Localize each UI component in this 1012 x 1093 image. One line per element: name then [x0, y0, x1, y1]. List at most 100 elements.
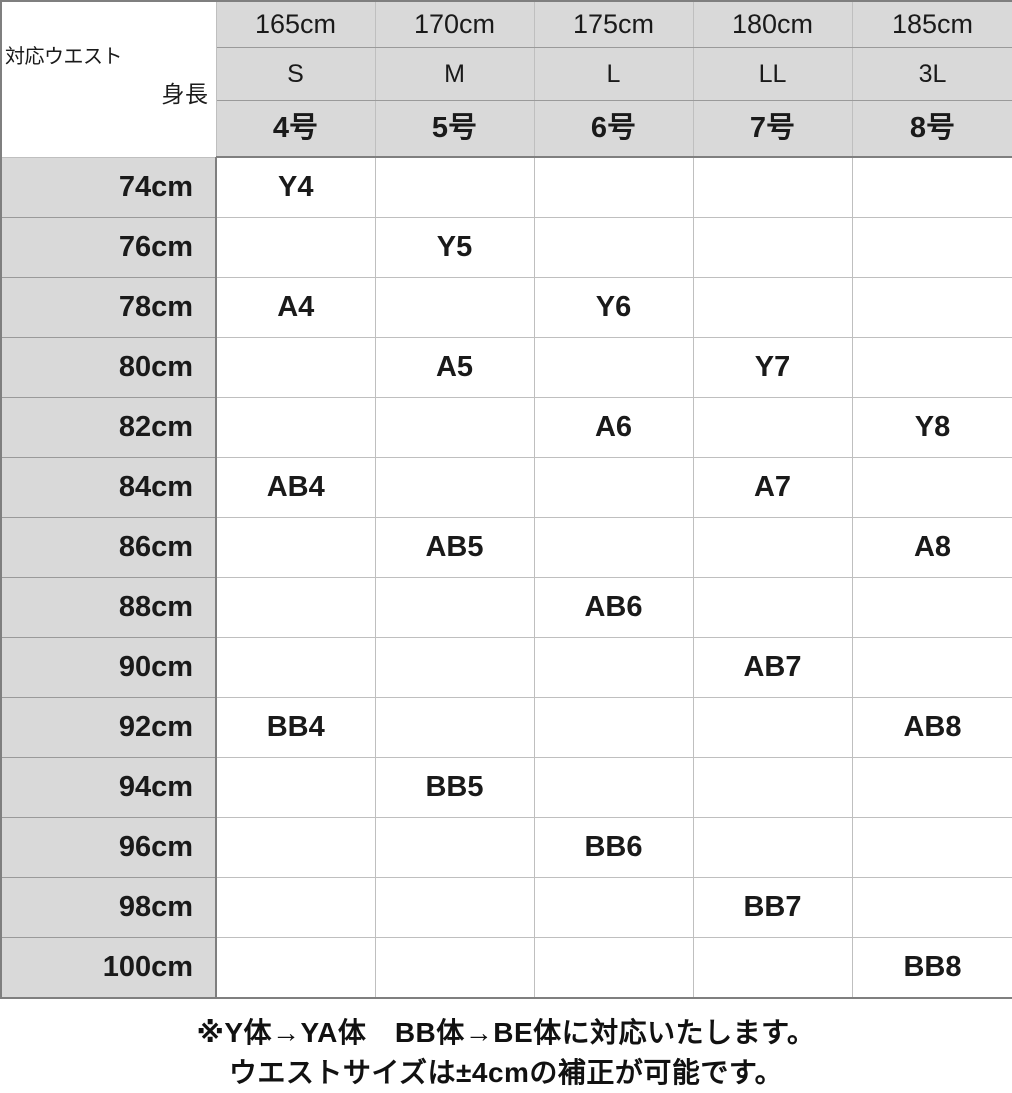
size-cell[interactable] [375, 697, 535, 758]
table-row: 82cm A6 Y8 [1, 397, 1012, 458]
size-cell[interactable] [693, 157, 853, 218]
size-cell[interactable]: A8 [852, 517, 1012, 578]
row-header-waist: 76cm [1, 217, 217, 278]
size-cell[interactable] [375, 877, 535, 938]
size-cell[interactable] [534, 877, 694, 938]
size-cell[interactable] [852, 337, 1012, 398]
row-header-waist: 94cm [1, 757, 217, 818]
row-header-waist: 96cm [1, 817, 217, 878]
size-cell[interactable] [534, 757, 694, 818]
size-cell[interactable]: Y6 [534, 277, 694, 338]
row-header-waist: 78cm [1, 277, 217, 338]
size-cell[interactable]: AB6 [534, 577, 694, 638]
size-cell[interactable] [216, 877, 376, 938]
size-cell[interactable] [534, 217, 694, 278]
size-cell[interactable]: BB7 [693, 877, 853, 938]
size-cell[interactable] [375, 157, 535, 218]
size-cell[interactable] [534, 697, 694, 758]
size-cell[interactable] [375, 937, 535, 999]
row-header-waist: 80cm [1, 337, 217, 398]
size-cell[interactable] [375, 637, 535, 698]
footnotes-block: ※Y体→YA体 BB体→BE体に対応いたします。 ウエストサイズは±4cmの補正… [0, 999, 1012, 1093]
size-cell[interactable] [534, 937, 694, 999]
header-alpha-1: M [375, 47, 535, 101]
size-cell[interactable] [693, 277, 853, 338]
size-cell[interactable]: A5 [375, 337, 535, 398]
size-cell[interactable]: Y8 [852, 397, 1012, 458]
table-row: 100cm BB8 [1, 937, 1012, 999]
size-cell[interactable]: BB8 [852, 937, 1012, 999]
size-cell[interactable]: Y5 [375, 217, 535, 278]
header-height-0: 165cm [216, 1, 376, 48]
size-cell[interactable] [534, 637, 694, 698]
size-cell[interactable] [693, 937, 853, 999]
corner-label-waist: 対応ウエスト [5, 46, 123, 69]
row-header-waist: 90cm [1, 637, 217, 698]
size-cell[interactable] [216, 217, 376, 278]
size-cell[interactable] [375, 457, 535, 518]
corner-header-cell: 身長 対応ウエスト [1, 1, 217, 158]
header-alpha-3: LL [693, 47, 853, 101]
size-cell[interactable]: A4 [216, 277, 376, 338]
header-gou-4: 8号 [852, 100, 1012, 158]
header-row-height: 身長 対応ウエスト 165cm 170cm 175cm 180cm 185cm [1, 1, 1012, 158]
size-cell[interactable]: Y4 [216, 157, 376, 218]
size-cell[interactable] [852, 757, 1012, 818]
size-cell[interactable] [534, 457, 694, 518]
size-cell[interactable]: BB5 [375, 757, 535, 818]
size-cell[interactable] [693, 517, 853, 578]
size-cell[interactable] [375, 817, 535, 878]
size-cell[interactable] [216, 577, 376, 638]
size-cell[interactable] [534, 337, 694, 398]
size-cell[interactable] [852, 817, 1012, 878]
size-chart-table: 身長 対応ウエスト 165cm 170cm 175cm 180cm 185cm … [0, 0, 1012, 999]
row-header-waist: 92cm [1, 697, 217, 758]
size-cell[interactable] [852, 157, 1012, 218]
size-cell[interactable] [216, 757, 376, 818]
size-cell[interactable]: BB4 [216, 697, 376, 758]
size-cell[interactable] [216, 817, 376, 878]
size-cell[interactable] [693, 757, 853, 818]
size-cell[interactable]: AB4 [216, 457, 376, 518]
size-cell[interactable] [852, 877, 1012, 938]
size-cell[interactable]: AB5 [375, 517, 535, 578]
size-cell[interactable] [852, 577, 1012, 638]
size-cell[interactable] [852, 217, 1012, 278]
header-alpha-2: L [534, 47, 694, 101]
size-cell[interactable] [693, 217, 853, 278]
size-cell[interactable] [693, 577, 853, 638]
size-cell[interactable] [216, 397, 376, 458]
row-header-waist: 74cm [1, 157, 217, 218]
table-body: 身長 対応ウエスト 165cm 170cm 175cm 180cm 185cm … [1, 1, 1012, 999]
size-cell[interactable]: Y7 [693, 337, 853, 398]
header-gou-2: 6号 [534, 100, 694, 158]
size-cell[interactable] [216, 337, 376, 398]
size-cell[interactable] [693, 817, 853, 878]
size-cell[interactable]: BB6 [534, 817, 694, 878]
size-cell[interactable] [693, 697, 853, 758]
size-cell[interactable] [534, 517, 694, 578]
size-cell[interactable]: AB7 [693, 637, 853, 698]
size-cell[interactable] [534, 157, 694, 218]
table-row: 96cm BB6 [1, 817, 1012, 878]
table-row: 84cm AB4 A7 [1, 457, 1012, 518]
header-height-2: 175cm [534, 1, 694, 48]
size-cell[interactable] [693, 397, 853, 458]
size-cell[interactable] [852, 277, 1012, 338]
table-row: 74cm Y4 [1, 157, 1012, 218]
size-cell[interactable] [375, 577, 535, 638]
size-cell[interactable]: AB8 [852, 697, 1012, 758]
size-cell[interactable] [375, 397, 535, 458]
size-cell[interactable] [852, 457, 1012, 518]
table-row: 88cm AB6 [1, 577, 1012, 638]
size-cell[interactable] [216, 517, 376, 578]
size-cell[interactable] [375, 277, 535, 338]
size-cell[interactable] [216, 937, 376, 999]
size-cell[interactable] [852, 637, 1012, 698]
size-cell[interactable]: A6 [534, 397, 694, 458]
row-header-waist: 84cm [1, 457, 217, 518]
header-alpha-0: S [216, 47, 376, 101]
size-cell[interactable] [216, 637, 376, 698]
size-cell[interactable]: A7 [693, 457, 853, 518]
